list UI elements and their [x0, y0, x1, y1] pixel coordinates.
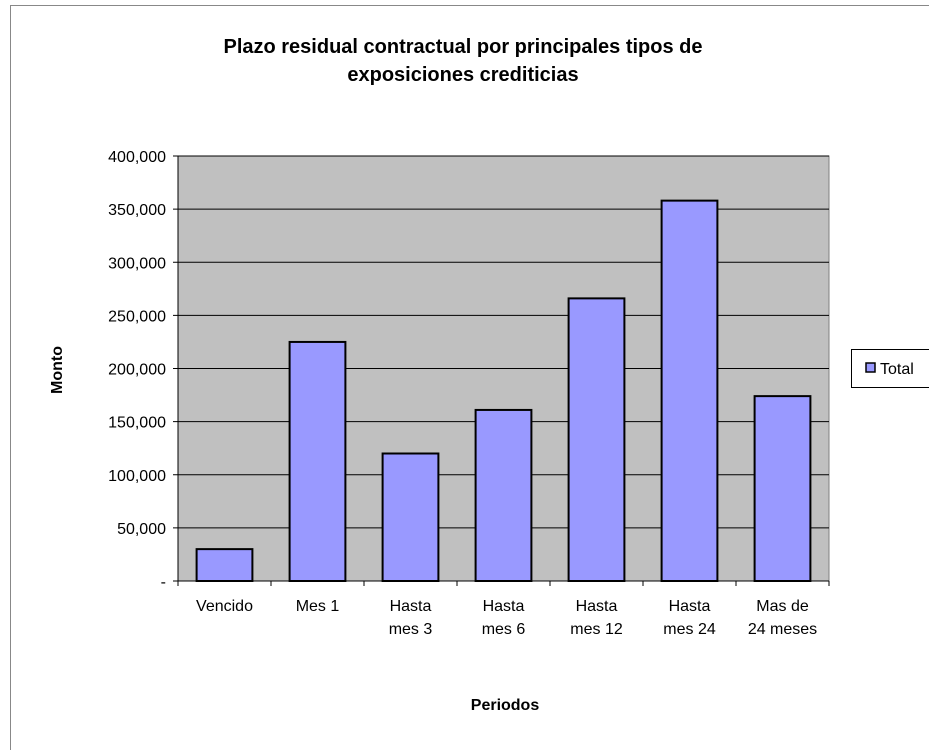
y-tick-label: - — [161, 574, 166, 591]
bar — [660, 199, 719, 582]
y-tick-label: 300,000 — [108, 255, 166, 272]
x-tick-label: Hasta mes 3 — [389, 598, 433, 638]
legend-label: Total — [880, 361, 914, 378]
y-tick-label: 350,000 — [108, 202, 166, 219]
bar — [195, 548, 254, 582]
y-tick-label: 50,000 — [117, 521, 166, 538]
bar — [753, 395, 812, 582]
bar — [288, 340, 347, 582]
y-tick-label: 200,000 — [108, 362, 166, 379]
y-tick-label: 150,000 — [108, 415, 166, 432]
bar — [567, 297, 626, 582]
y-tick-label: 250,000 — [108, 308, 166, 325]
x-tick-label: Mas de 24 meses — [748, 598, 817, 638]
legend-swatch — [865, 362, 876, 373]
x-tick-label: Mes 1 — [296, 598, 340, 615]
y-tick-label: 400,000 — [108, 149, 166, 166]
y-axis-label: Monto — [49, 346, 66, 394]
bar — [381, 452, 440, 582]
bar — [474, 408, 533, 582]
chart-title: Plazo residual contractual por principal… — [223, 36, 702, 86]
x-tick-label: Hasta mes 24 — [663, 598, 716, 638]
legend-box — [851, 349, 929, 388]
y-tick-label: 100,000 — [108, 468, 166, 485]
x-tick-label: Hasta mes 12 — [570, 598, 623, 638]
x-tick-label: Vencido — [196, 598, 253, 615]
x-axis-label: Periodos — [471, 697, 540, 714]
x-tick-label: Hasta mes 6 — [482, 598, 526, 638]
